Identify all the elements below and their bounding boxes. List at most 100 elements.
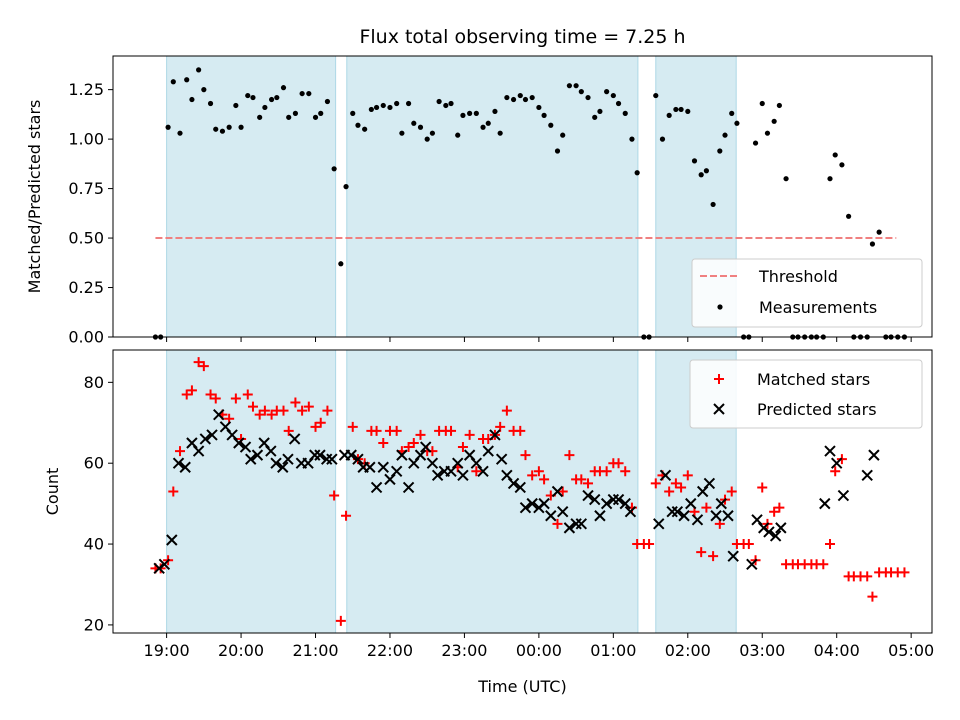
- measurement-point: [517, 92, 523, 99]
- x-tick-label: 01:00: [590, 641, 636, 660]
- measurement-point: [783, 176, 789, 182]
- measurement-point: [455, 132, 461, 138]
- matched-star-point: [335, 615, 346, 626]
- legend-box: [689, 359, 923, 429]
- x-tick-label: 22:00: [367, 641, 413, 660]
- predicted-star-point: [288, 433, 301, 445]
- y-tick-label: 80: [84, 373, 104, 392]
- measurement-point: [338, 261, 344, 267]
- matched-star-point: [446, 425, 457, 436]
- predicted-star-point: [538, 497, 550, 510]
- measurement-point: [703, 168, 710, 174]
- matched-star-point: [341, 510, 352, 521]
- x-tick-label: 04:00: [814, 641, 860, 660]
- matched-star-point: [664, 486, 675, 497]
- measurement-point: [673, 106, 679, 113]
- predicted-star-point: [575, 518, 588, 530]
- measurement-point: [189, 96, 195, 103]
- measurement-point: [764, 130, 771, 136]
- matched-star-point: [198, 361, 209, 372]
- measurement-point: [622, 110, 628, 116]
- measurement-point: [274, 94, 280, 101]
- predicted-star-point: [722, 510, 734, 522]
- matched-star-point: [378, 437, 389, 448]
- matched-star-point: [415, 429, 426, 440]
- y-tick-label: 0.50: [68, 229, 104, 248]
- measurement-point: [312, 114, 319, 120]
- predicted-star-point: [377, 461, 389, 473]
- predicted-star-point: [364, 461, 376, 473]
- y-axis-label: Count: [43, 468, 62, 516]
- predicted-star-point: [837, 489, 850, 502]
- measurement-point: [604, 89, 610, 95]
- matched-star-point: [527, 470, 538, 481]
- matched-star-point: [708, 551, 719, 562]
- predicted-star-point: [326, 453, 338, 465]
- measurement-point: [771, 118, 777, 124]
- predicted-star-point: [769, 530, 782, 542]
- measurement-point: [610, 92, 616, 99]
- measurement-point: [196, 67, 202, 73]
- measurement-point: [691, 158, 698, 164]
- y-tick-label: 60: [84, 454, 104, 473]
- matched-star-point: [552, 518, 563, 529]
- matched-star-point: [471, 466, 482, 477]
- matched-star-point: [726, 486, 737, 497]
- chart-title: Flux total observing time = 7.25 h: [359, 26, 685, 48]
- matched-star-point: [769, 506, 780, 517]
- matched-star-point: [670, 478, 681, 489]
- measurement-point: [566, 83, 573, 89]
- predicted-star-point: [570, 518, 582, 530]
- predicted-star-point: [600, 497, 613, 510]
- matched-star-point: [613, 458, 624, 469]
- measurement-point: [729, 110, 735, 116]
- matched-star-point: [867, 591, 878, 602]
- measurement-point: [250, 94, 256, 101]
- predicted-star-point: [239, 441, 252, 453]
- predicted-star-point: [746, 558, 758, 570]
- measurement-point: [245, 92, 251, 99]
- measurement-point: [280, 85, 287, 91]
- predicted-star-point: [426, 457, 439, 469]
- measurement-point: [268, 96, 275, 103]
- measurement-point: [170, 79, 176, 85]
- measurement-point: [504, 94, 510, 101]
- matched-star-point: [830, 466, 841, 477]
- x-tick-label: 05:00: [888, 641, 934, 660]
- matched-star-point: [230, 393, 241, 404]
- predicted-star-point: [352, 453, 364, 465]
- y-tick-label: 0.75: [68, 179, 104, 198]
- matched-star-point: [297, 405, 308, 416]
- measurement-point: [429, 130, 436, 136]
- matched-star-point: [181, 389, 192, 400]
- measurement-point: [480, 124, 486, 130]
- predicted-star-point: [514, 481, 526, 494]
- observing-window: [166, 349, 337, 634]
- observing-window: [166, 55, 337, 338]
- matched-star-point: [168, 486, 179, 497]
- predicted-star-point: [213, 408, 225, 421]
- matched-star-point: [247, 401, 258, 412]
- measurement-point: [355, 122, 361, 128]
- predicted-star-point: [345, 449, 357, 461]
- matched-star-point: [254, 409, 265, 420]
- predicted-star-point: [619, 497, 631, 510]
- x-tick-label: 19:00: [144, 641, 190, 660]
- measurement-point: [846, 213, 852, 219]
- measurement-point: [869, 241, 876, 247]
- measurement-point: [734, 120, 740, 126]
- matched-star-point: [824, 539, 835, 550]
- x-tick-label: 00:00: [516, 641, 562, 660]
- predicted-star-point: [482, 445, 494, 457]
- measurement-point: [405, 100, 412, 107]
- matched-star-point: [644, 539, 655, 550]
- matched-star-point: [774, 502, 785, 513]
- predicted-star-point: [270, 457, 282, 469]
- matched-star-point: [696, 547, 707, 558]
- measurement-point: [219, 128, 226, 134]
- predicted-star-point: [158, 558, 171, 570]
- matched-star-point: [322, 405, 333, 416]
- predicted-star-point: [612, 493, 625, 506]
- measurement-point: [497, 130, 503, 136]
